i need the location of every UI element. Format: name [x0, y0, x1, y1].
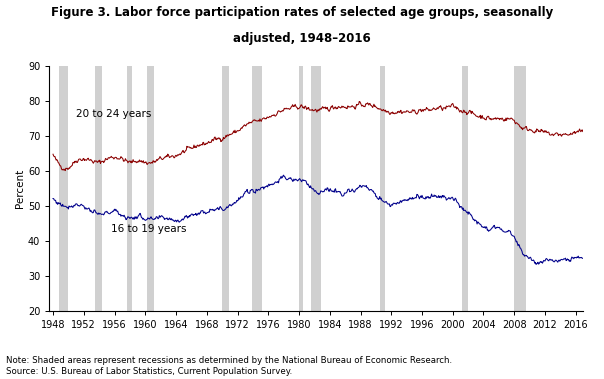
Bar — [310, 66, 321, 311]
Text: Source: U.S. Bureau of Labor Statistics, Current Population Survey.: Source: U.S. Bureau of Labor Statistics,… — [6, 367, 292, 376]
Text: Note: Shaded areas represent recessions as determined by the National Bureau of : Note: Shaded areas represent recessions … — [6, 356, 452, 365]
Text: 16 to 19 years: 16 to 19 years — [111, 224, 186, 234]
Text: Figure 3. Labor force participation rates of selected age groups, seasonally: Figure 3. Labor force participation rate… — [51, 6, 553, 19]
Bar — [127, 66, 132, 311]
Bar — [381, 66, 385, 311]
Y-axis label: Percent: Percent — [15, 169, 25, 208]
Bar — [59, 66, 68, 311]
Bar — [299, 66, 303, 311]
Text: adjusted, 1948–2016: adjusted, 1948–2016 — [233, 32, 371, 45]
Bar — [95, 66, 101, 311]
Bar — [461, 66, 467, 311]
Bar — [222, 66, 229, 311]
Bar — [513, 66, 525, 311]
Bar — [147, 66, 154, 311]
Bar — [252, 66, 262, 311]
Text: 20 to 24 years: 20 to 24 years — [76, 109, 152, 119]
